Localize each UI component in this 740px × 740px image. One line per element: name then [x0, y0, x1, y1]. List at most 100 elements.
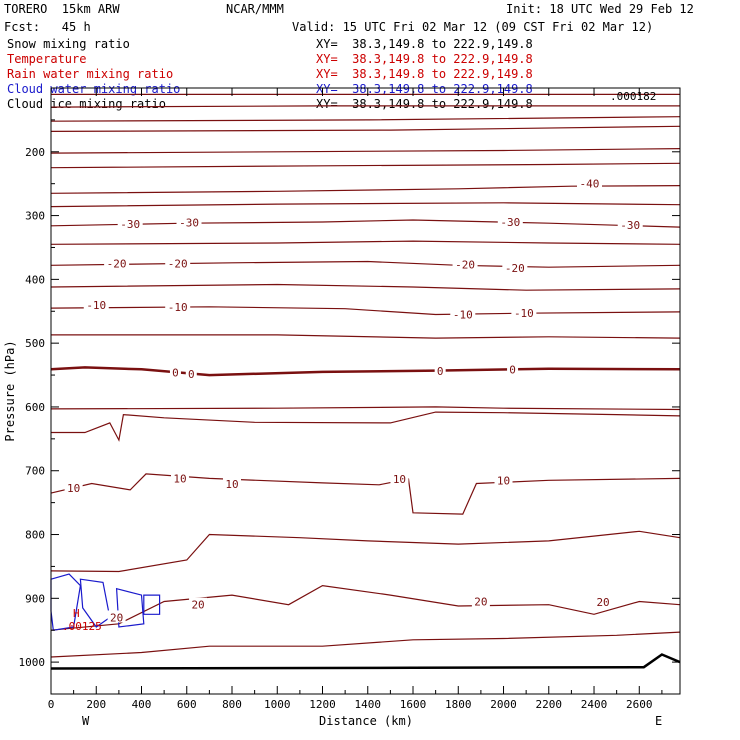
x-tick-label: 200 — [86, 698, 106, 711]
temperature-contour-18 — [50, 530, 681, 573]
contour-label: 20 — [191, 599, 204, 612]
east-label: E — [655, 714, 662, 728]
legend-rain-xy: XY= 38.3,149.8 to 222.9,149.8 — [316, 67, 533, 81]
contour-label-bg — [471, 594, 490, 607]
contour-label: 20 — [474, 596, 487, 609]
x-tick-label: 2200 — [536, 698, 563, 711]
contour-labels: -40 -30 -30 -30 -30 -20 -20 -20 -20 -10 -10 -10 -10 0… — [64, 176, 643, 624]
contour-label: -20 — [168, 257, 188, 270]
temperature-contour-7 — [50, 202, 681, 208]
x-tick-label: 1200 — [309, 698, 336, 711]
cloud-water-low-value: .00125 — [62, 620, 102, 633]
y-tick-label: 200 — [25, 146, 45, 159]
cloud-water-contour-1 — [79, 578, 111, 628]
contour-label-bg — [452, 257, 478, 270]
x-tick-label: 400 — [132, 698, 152, 711]
x-tick-label: 1800 — [445, 698, 472, 711]
contour-label-bg — [497, 214, 523, 227]
temperature-contour-15 — [50, 406, 681, 411]
contour-label: -20 — [505, 262, 525, 275]
temperature-contour-16 — [51, 411, 681, 442]
temperature-contour-19 — [50, 584, 681, 631]
temperature-contour-11 — [50, 283, 681, 291]
contour-label-bg — [169, 365, 181, 378]
contour-label: 10 — [173, 472, 186, 485]
contour-label: 10 — [225, 478, 238, 491]
temperature-contour-5 — [50, 162, 681, 169]
y-tick-label: 600 — [25, 401, 45, 414]
y-tick-label: 800 — [25, 529, 45, 542]
contour-label-bg — [434, 364, 446, 377]
temperature-contour-9 — [50, 240, 681, 245]
x-tick-label: 1600 — [400, 698, 427, 711]
contour-label: 10 — [393, 473, 406, 486]
x-tick-label: 2600 — [626, 698, 653, 711]
x-tick-label: 2400 — [581, 698, 608, 711]
x-tick-label: 0 — [48, 698, 55, 711]
temperature-contour-3 — [50, 125, 681, 132]
contour-label: 10 — [497, 474, 510, 487]
contour-label: 20 — [110, 611, 123, 624]
y-tick-label: 900 — [25, 592, 45, 605]
contour-label-bg — [223, 477, 242, 490]
temperature-contour-20 — [50, 631, 681, 658]
x-tick-label: 1000 — [264, 698, 291, 711]
contour-label: -30 — [120, 218, 140, 231]
temperature-contour-14 — [50, 366, 681, 377]
valid-time: Valid: 15 UTC Fri 02 Mar 12 (09 CST Fri … — [292, 20, 654, 34]
contour-label: 0 — [437, 365, 444, 378]
x-tick-label: 800 — [222, 698, 242, 711]
temperature-contour-4 — [50, 148, 681, 154]
contour-label: -20 — [107, 257, 127, 270]
contour-label-bg — [576, 176, 602, 189]
temperature-contour-1 — [50, 105, 680, 108]
init-time: Init: 18 UTC Wed 29 Feb 12 — [506, 2, 694, 16]
temperature-contour-8 — [50, 219, 681, 228]
contour-label-bg — [511, 306, 537, 319]
ice-max-label: .000182 — [610, 90, 656, 103]
legend-cloud-water-label: Cloud water mixing ratio — [7, 82, 181, 96]
y-axis-label: Pressure (hPa) — [3, 340, 17, 441]
contour-label-bg — [107, 610, 126, 623]
contour-label-bg — [83, 297, 109, 310]
contour-label: -20 — [455, 259, 475, 272]
contour-label-bg — [104, 256, 130, 269]
contour-label-bg — [507, 362, 519, 375]
y-tick-label: 500 — [25, 337, 45, 350]
temperature-contour-2 — [50, 116, 681, 122]
model-title: TORERO 15km ARW — [4, 2, 120, 16]
contour-label: 10 — [67, 482, 80, 495]
x-axis-label: Distance (km) — [319, 714, 413, 728]
contour-label: 0 — [509, 363, 516, 376]
contour-label: 0 — [188, 368, 195, 381]
legend-rain-label: Rain water mixing ratio — [7, 67, 174, 81]
legend-temperature-xy: XY= 38.3,149.8 to 222.9,149.8 — [316, 52, 533, 66]
contour-label: -30 — [620, 219, 640, 232]
legend-snow-xy: XY= 38.3,149.8 to 222.9,149.8 — [316, 37, 533, 51]
y-tick-label: 300 — [25, 210, 45, 223]
contour-label: 0 — [172, 367, 179, 380]
temperature-contour-12 — [50, 306, 681, 316]
contour-label-bg — [502, 260, 528, 273]
contour-label-bg — [189, 597, 208, 610]
x-tick-label: 2000 — [490, 698, 517, 711]
contour-label: -10 — [514, 307, 534, 320]
cloud-water-contour-3 — [143, 594, 161, 615]
legend-cloud-ice-xy: XY= 38.3,149.8 to 222.9,149.8 — [316, 97, 533, 111]
contour-label-bg — [185, 366, 197, 379]
west-label: W — [82, 714, 90, 728]
forecast-hour: Fcst: 45 h — [4, 20, 91, 34]
contour-label-bg — [165, 299, 191, 312]
temperature-contour-13 — [51, 334, 681, 339]
contour-label: -10 — [86, 299, 106, 312]
temperature-contour-17 — [50, 473, 681, 515]
contour-label-bg — [494, 473, 513, 486]
contour-label-bg — [176, 215, 202, 228]
temperature-contours — [50, 93, 681, 670]
cloud-water-high: H — [73, 607, 80, 620]
contour-label: -30 — [500, 216, 520, 229]
contour-label-bg — [117, 216, 143, 229]
legend-cloud-water-xy: XY= 38.3,149.8 to 222.9,149.8 — [316, 82, 533, 96]
contour-label: -30 — [179, 217, 199, 230]
